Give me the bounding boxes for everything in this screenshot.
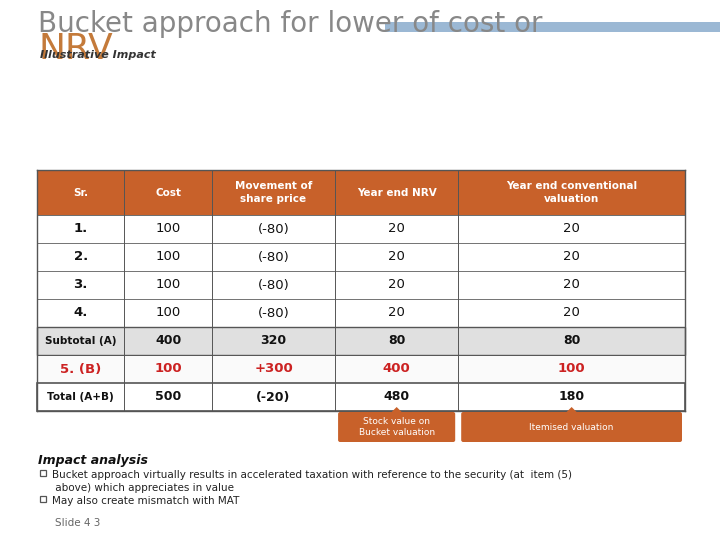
Text: 3.: 3.: [73, 279, 88, 292]
Text: Sr.: Sr.: [73, 187, 89, 198]
Text: 5. (B): 5. (B): [60, 362, 102, 375]
Text: NRV: NRV: [38, 32, 113, 66]
Text: 1.: 1.: [73, 222, 88, 235]
Text: May also create mismatch with MAT: May also create mismatch with MAT: [52, 496, 239, 506]
Text: Slide 4 3: Slide 4 3: [55, 518, 100, 528]
Text: Stock value on
Bucket valuation: Stock value on Bucket valuation: [359, 417, 435, 437]
Text: 80: 80: [388, 334, 405, 348]
Text: +300: +300: [254, 362, 293, 375]
Bar: [40, 496, 46, 502]
Text: Total (A+B): Total (A+B): [48, 392, 114, 402]
Text: 80: 80: [563, 334, 580, 348]
FancyBboxPatch shape: [462, 412, 682, 442]
Text: 100: 100: [154, 362, 182, 375]
Text: Illustrative Impact: Illustrative Impact: [40, 50, 156, 60]
Polygon shape: [564, 407, 579, 414]
Text: 400: 400: [383, 362, 410, 375]
Text: 100: 100: [156, 279, 181, 292]
Text: 20: 20: [388, 251, 405, 264]
Text: 20: 20: [388, 279, 405, 292]
Polygon shape: [390, 407, 404, 414]
Text: (-80): (-80): [258, 279, 289, 292]
Text: 100: 100: [156, 222, 181, 235]
Text: Year end NRV: Year end NRV: [357, 187, 436, 198]
Text: Subtotal (A): Subtotal (A): [45, 336, 117, 346]
Text: (-20): (-20): [256, 390, 291, 403]
Text: 2.: 2.: [73, 251, 88, 264]
Text: Movement of
share price: Movement of share price: [235, 181, 312, 204]
Bar: [37, 327, 685, 355]
Text: Cost: Cost: [156, 187, 181, 198]
Bar: [37, 299, 685, 327]
FancyBboxPatch shape: [338, 412, 455, 442]
Text: 20: 20: [563, 222, 580, 235]
Bar: [37, 243, 685, 271]
Text: Itemised valuation: Itemised valuation: [529, 422, 613, 431]
Text: 500: 500: [155, 390, 181, 403]
Text: 20: 20: [388, 307, 405, 320]
Bar: [40, 469, 46, 476]
Text: 180: 180: [559, 390, 585, 403]
Text: 20: 20: [563, 251, 580, 264]
Text: 20: 20: [388, 222, 405, 235]
Text: (-80): (-80): [258, 307, 289, 320]
Text: 100: 100: [156, 307, 181, 320]
Text: Impact analysis: Impact analysis: [38, 454, 148, 467]
Text: 4.: 4.: [73, 307, 88, 320]
Text: 100: 100: [558, 362, 585, 375]
Bar: [37, 383, 685, 411]
Text: 320: 320: [261, 334, 287, 348]
Text: (-80): (-80): [258, 251, 289, 264]
Bar: [37, 271, 685, 299]
Text: Year end conventional
valuation: Year end conventional valuation: [506, 181, 637, 204]
Text: 20: 20: [563, 279, 580, 292]
Bar: [37, 170, 685, 215]
Text: Bucket approach virtually results in accelerated taxation with reference to the : Bucket approach virtually results in acc…: [52, 470, 572, 493]
Text: 400: 400: [155, 334, 181, 348]
Text: (-80): (-80): [258, 222, 289, 235]
Bar: [37, 215, 685, 243]
Text: Bucket approach for lower of cost or: Bucket approach for lower of cost or: [38, 10, 542, 38]
Bar: [385, 22, 720, 32]
Text: 480: 480: [384, 390, 410, 403]
Bar: [37, 355, 685, 383]
Text: 20: 20: [563, 307, 580, 320]
Text: 100: 100: [156, 251, 181, 264]
